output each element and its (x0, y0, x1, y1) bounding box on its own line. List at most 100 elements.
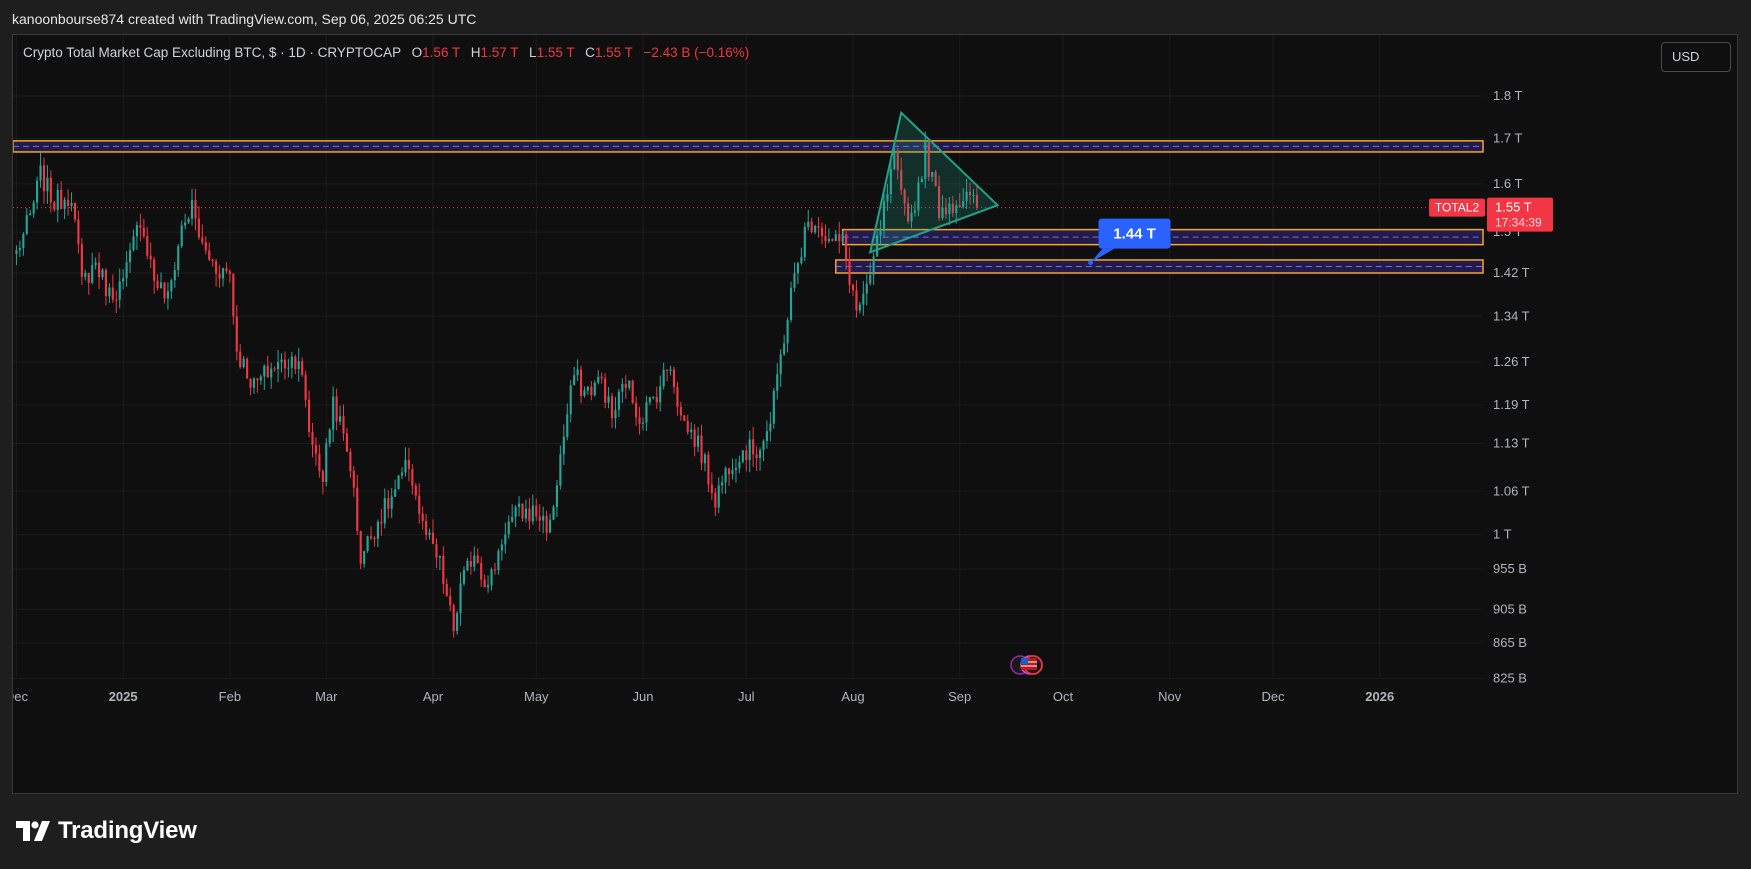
candle-body (335, 396, 338, 422)
x-tick-label: Sep (948, 689, 971, 704)
attribution-text: kanoonbourse874 created with TradingView… (12, 11, 477, 27)
candle-body (824, 235, 827, 242)
candle-body (931, 172, 934, 177)
candle-body (659, 386, 662, 403)
candle-body (380, 521, 383, 524)
candle-body (221, 268, 225, 279)
candle-body (94, 262, 97, 266)
candle-body (851, 284, 855, 291)
legend-close-label: C (585, 45, 595, 60)
candle-body (573, 375, 576, 386)
candle-body (800, 256, 803, 264)
y-tick-label: 1.26 T (1493, 354, 1530, 369)
candle-body (796, 263, 799, 274)
candle-body (376, 521, 379, 539)
candle-body (407, 459, 410, 470)
candle-body (614, 409, 617, 419)
candle-body (838, 234, 841, 242)
candle-body (576, 369, 579, 376)
candle-body (462, 570, 466, 584)
candle-body (352, 470, 355, 488)
candle-body (36, 180, 39, 203)
legend-change: −2.43 B (−0.16%) (643, 45, 750, 60)
price-axis: 1.8 T1.7 T1.6 T1.5 T1.42 T1.34 T1.26 T1.… (1429, 88, 1553, 685)
candle-body (783, 343, 786, 355)
candle-body (373, 538, 376, 540)
candle-body (476, 555, 479, 564)
candle-body (528, 508, 531, 522)
candle-body (511, 516, 514, 522)
candle-body (180, 225, 183, 247)
candle-body (418, 495, 421, 514)
candle-body (789, 287, 793, 320)
candle-body (383, 498, 386, 524)
candle-body (707, 454, 710, 485)
candle-body (428, 532, 431, 535)
y-tick-label: 1.06 T (1493, 483, 1530, 498)
candle-body (841, 234, 844, 242)
candle-body (411, 469, 414, 486)
candle-body (493, 569, 497, 571)
price-chart[interactable]: 1.44 T 1.8 T1.7 T1.6 T1.5 T1.42 T1.34 T1… (13, 35, 1738, 794)
candle-body (745, 450, 748, 461)
candle-body (142, 227, 145, 237)
candle-body (535, 505, 538, 517)
candle-body (118, 281, 121, 300)
candle-body (194, 200, 197, 219)
candle-body (18, 248, 21, 251)
candle-body (672, 369, 676, 387)
x-tick-label: Feb (219, 689, 241, 704)
candle-body (666, 369, 669, 371)
legend-low-label: L (529, 45, 537, 60)
candle-body (893, 150, 896, 170)
candle-body (404, 459, 407, 473)
candle-body (132, 236, 135, 250)
candle-body (604, 378, 607, 403)
price-callout[interactable]: 1.44 T (1088, 218, 1171, 266)
legend-high: 1.57 T (480, 45, 519, 60)
candle-body (163, 282, 166, 299)
y-tick-label: 1.8 T (1493, 88, 1522, 103)
candle-body (325, 443, 328, 482)
grid-lines (13, 35, 1483, 679)
candle-body (487, 585, 490, 588)
candle-body (122, 278, 125, 282)
candle-body (190, 200, 194, 219)
legend-open-label: O (411, 45, 423, 60)
event-markers[interactable] (1010, 655, 1043, 675)
chart-pane[interactable]: 1.44 T 1.8 T1.7 T1.6 T1.5 T1.42 T1.34 T1… (12, 34, 1738, 794)
candle-body (246, 358, 249, 379)
y-tick-label: 1.13 T (1493, 436, 1530, 451)
candle-body (855, 290, 858, 311)
candle-body (321, 471, 324, 482)
candle-body (869, 274, 872, 284)
candle-body (834, 234, 837, 241)
candle-body (968, 191, 972, 196)
tradingview-logo[interactable]: TradingView (16, 816, 197, 846)
candle-body (204, 242, 207, 251)
candle-body (610, 396, 614, 419)
candle-body (435, 543, 438, 558)
candle-body (366, 536, 369, 551)
candle-body (944, 207, 948, 215)
candle-body (872, 256, 875, 275)
currency-button[interactable]: USD (1661, 42, 1731, 72)
candle-body (232, 274, 235, 317)
candle-body (876, 235, 879, 257)
candle-body (218, 273, 221, 279)
candle-body (679, 406, 682, 416)
candle-body (714, 492, 717, 508)
candle-body (858, 304, 861, 311)
legend-open: 1.56 T (422, 45, 460, 60)
candle-body (452, 605, 455, 632)
candle-body (765, 431, 769, 442)
candle-body (962, 200, 965, 207)
y-tick-label: 865 B (1493, 635, 1527, 650)
candle-body (590, 386, 593, 396)
candle-body (449, 595, 452, 606)
candle-body (459, 583, 462, 614)
triangle-pattern[interactable] (868, 110, 1000, 254)
callout-box[interactable] (1098, 218, 1171, 249)
candle-body (108, 287, 111, 297)
candle-body (683, 415, 686, 421)
